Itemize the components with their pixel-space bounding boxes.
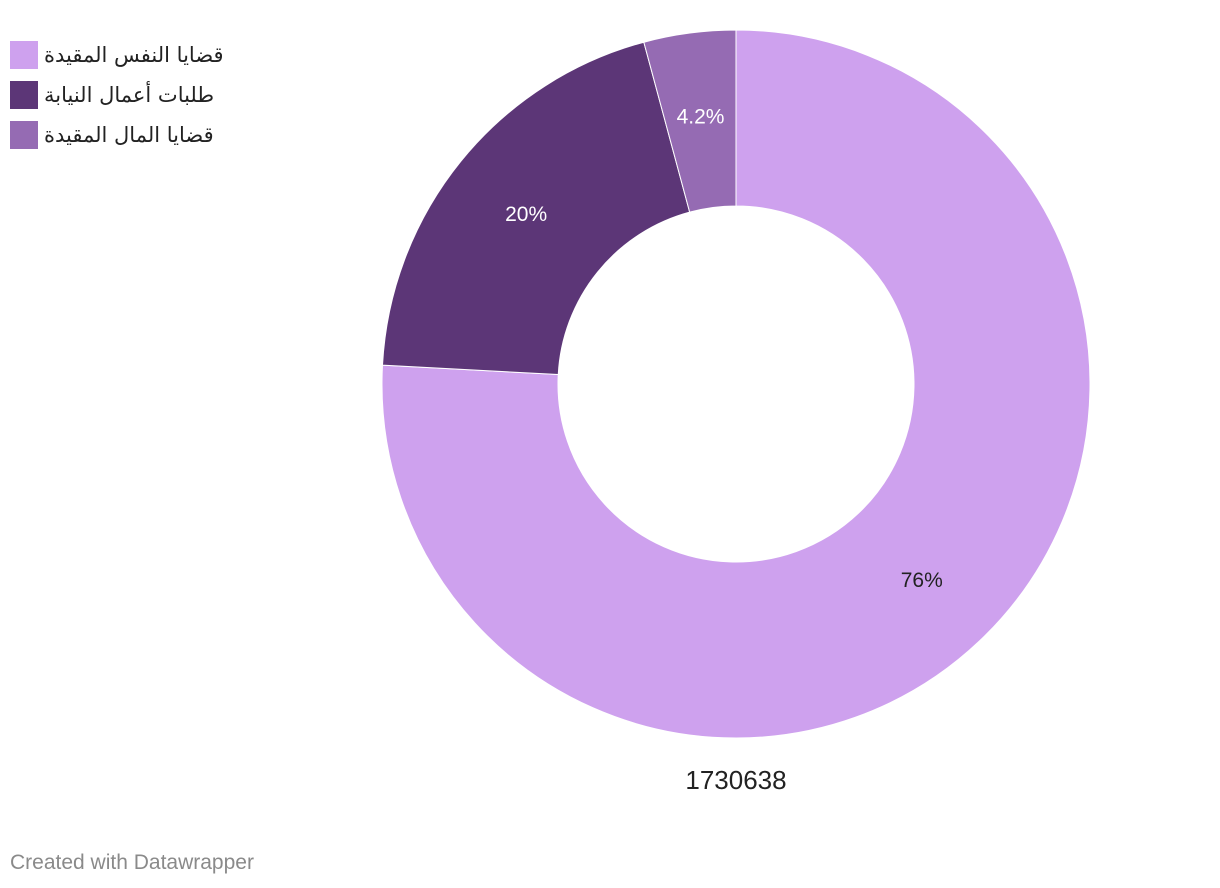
total-label: 1730638 — [685, 765, 786, 795]
legend-item: قضايا النفس المقيدة — [10, 41, 224, 69]
donut-slice — [643, 29, 737, 213]
legend-label: قضايا المال المقيدة — [44, 123, 214, 147]
legend-label: طلبات أعمال النيابة — [44, 83, 215, 107]
slice-value-label: 20% — [505, 203, 547, 226]
legend-swatch — [10, 121, 38, 149]
footer-credit: Created with Datawrapper — [10, 851, 254, 874]
legend-swatch — [10, 81, 38, 109]
chart-legend: قضايا النفس المقيدة طلبات أعمال النيابة … — [10, 41, 224, 161]
legend-label: قضايا النفس المقيدة — [44, 43, 224, 67]
legend-item: طلبات أعمال النيابة — [10, 81, 224, 109]
slice-value-label: 76% — [901, 569, 943, 592]
donut-slice — [381, 41, 691, 376]
donut-slice — [381, 29, 1091, 739]
slice-value-label: 4.2% — [677, 105, 725, 128]
legend-swatch — [10, 41, 38, 69]
legend-item: قضايا المال المقيدة — [10, 121, 224, 149]
